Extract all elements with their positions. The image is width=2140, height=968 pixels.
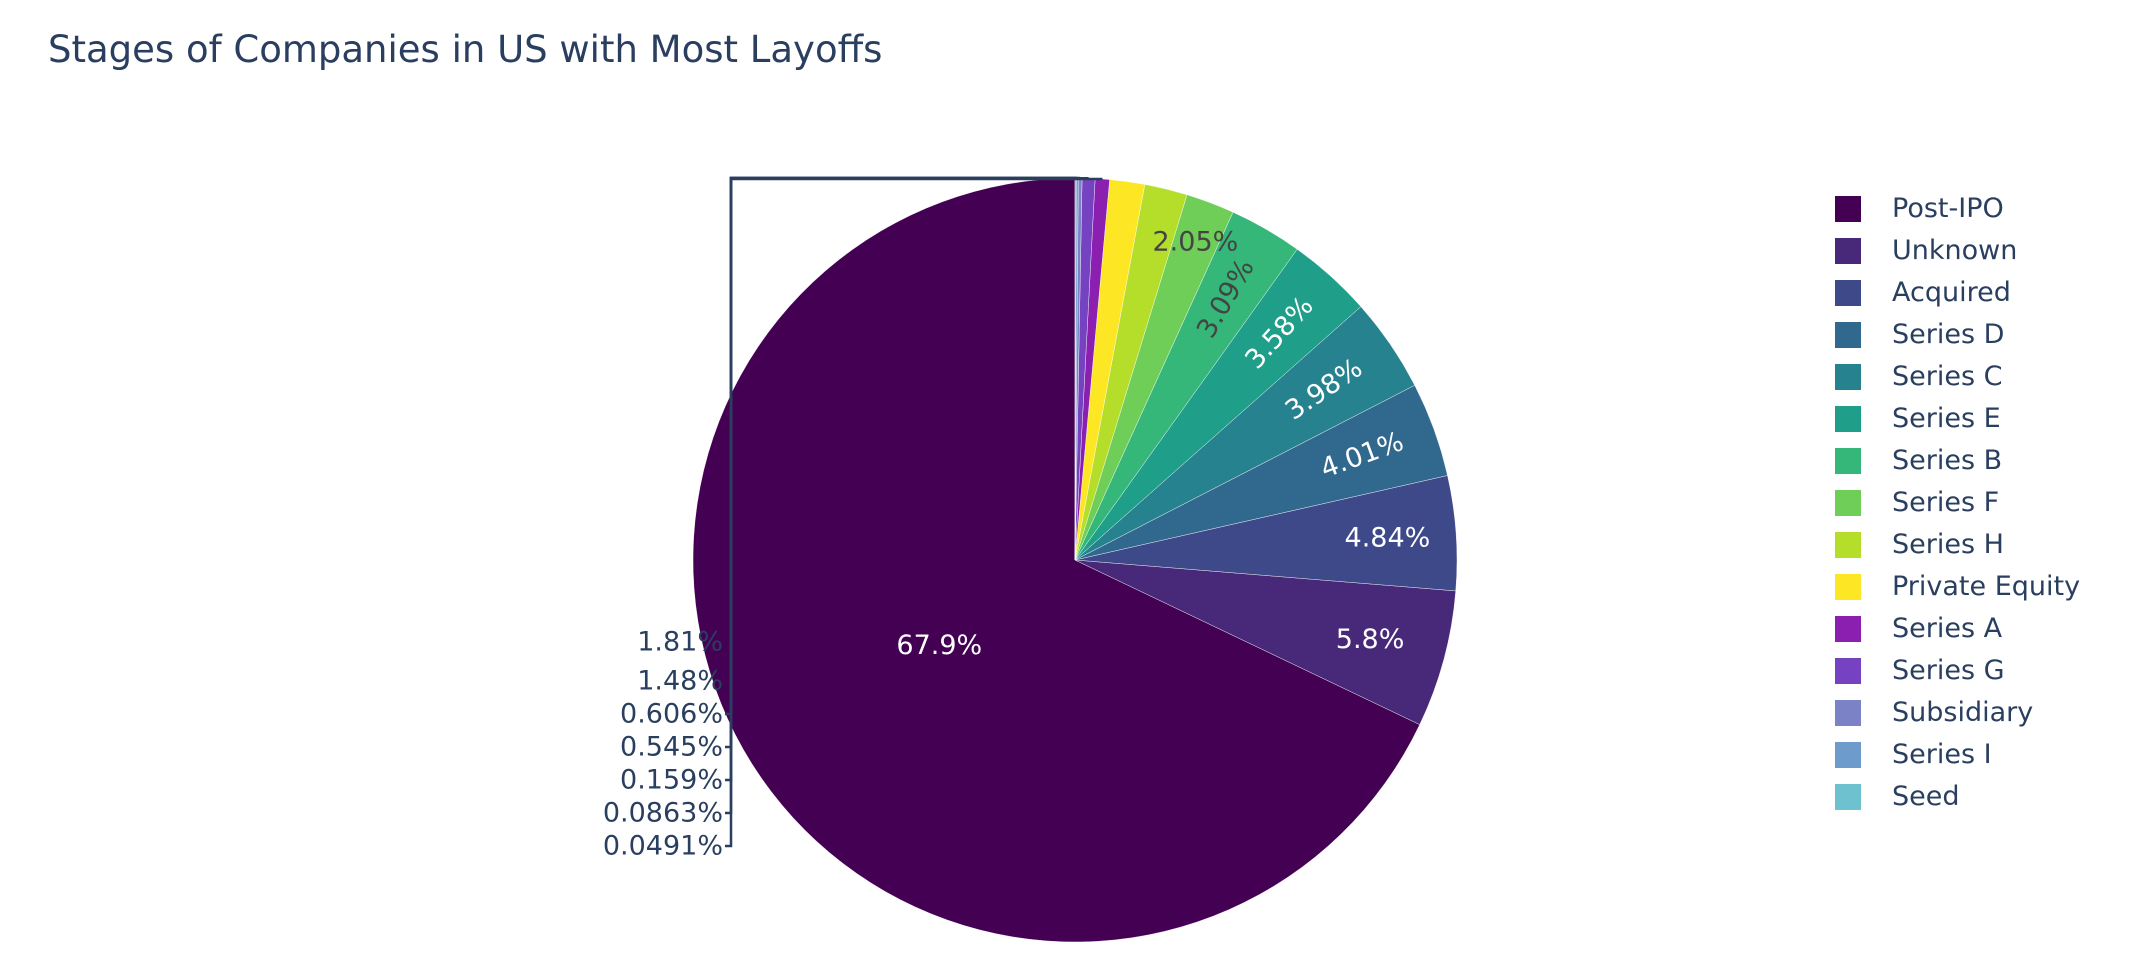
legend-swatch <box>1835 742 1861 768</box>
slice-label-private-equity: 1.48% <box>637 666 723 697</box>
legend-item-subsidiary[interactable]: Subsidiary <box>1835 694 2125 736</box>
legend-item-series-c[interactable]: Series C <box>1835 358 2125 400</box>
slice-label-series-i: 0.0863% <box>603 798 723 829</box>
legend-label: Series A <box>1892 613 2003 644</box>
legend-swatch <box>1835 448 1861 474</box>
legend-item-acquired[interactable]: Acquired <box>1835 274 2125 316</box>
legend-item-series-i[interactable]: Series I <box>1835 736 2125 778</box>
legend-swatch <box>1835 784 1861 810</box>
legend-item-post-ipo[interactable]: Post-IPO <box>1835 190 2125 232</box>
legend-swatch <box>1835 490 1861 516</box>
legend-label: Acquired <box>1892 277 2011 308</box>
legend-label: Post-IPO <box>1892 193 2004 224</box>
slice-post-ipo[interactable] <box>692 177 1420 943</box>
legend-item-series-d[interactable]: Series D <box>1835 316 2125 358</box>
legend-item-series-h[interactable]: Series H <box>1835 526 2125 568</box>
legend-swatch <box>1835 364 1861 390</box>
legend-swatch <box>1835 238 1861 264</box>
legend-label: Subsidiary <box>1892 697 2034 728</box>
legend-swatch <box>1835 406 1861 432</box>
legend-swatch <box>1835 574 1861 600</box>
legend-item-series-e[interactable]: Series E <box>1835 400 2125 442</box>
slice-label-series-f: 2.05% <box>1153 227 1239 258</box>
slice-unknown[interactable] <box>1074 559 1456 725</box>
legend-label: Series G <box>1892 655 2005 686</box>
legend-label: Private Equity <box>1892 571 2081 602</box>
legend-label: Unknown <box>1892 235 2018 266</box>
legend-swatch <box>1835 322 1861 348</box>
legend-label: Seed <box>1892 781 1960 812</box>
legend-item-series-g[interactable]: Series G <box>1835 652 2125 694</box>
leader-line-seed <box>725 176 1076 848</box>
legend-label: Series E <box>1892 403 2001 434</box>
legend-label: Series B <box>1892 445 2003 476</box>
legend-item-private-equity[interactable]: Private Equity <box>1835 568 2125 610</box>
legend-item-series-f[interactable]: Series F <box>1835 484 2125 526</box>
slice-label-series-a: 0.606% <box>620 699 723 730</box>
slice-label-post-ipo: 67.9% <box>896 630 982 661</box>
legend-label: Series D <box>1892 319 2005 350</box>
legend-label: Series C <box>1892 361 2003 392</box>
slice-label-series-h: 1.81% <box>637 627 723 658</box>
slice-label-seed: 0.0491% <box>603 831 723 862</box>
legend-label: Series I <box>1892 739 1992 770</box>
legend-swatch <box>1835 532 1861 558</box>
legend-swatch <box>1835 700 1861 726</box>
legend-item-seed[interactable]: Seed <box>1835 778 2125 820</box>
slice-label-series-g: 0.545% <box>620 732 723 763</box>
slice-label-subsidiary: 0.159% <box>620 765 723 796</box>
legend-item-series-b[interactable]: Series B <box>1835 442 2125 484</box>
legend-item-series-a[interactable]: Series A <box>1835 610 2125 652</box>
legend-label: Series H <box>1892 529 2004 560</box>
slice-label-acquired: 4.84% <box>1345 522 1431 553</box>
legend-swatch <box>1835 658 1861 684</box>
legend: Post-IPO Unknown Acquired Series D Series C S… <box>1835 190 2125 820</box>
legend-swatch <box>1835 196 1861 222</box>
legend-item-unknown[interactable]: Unknown <box>1835 232 2125 274</box>
legend-label: Series F <box>1892 487 2000 518</box>
legend-swatch <box>1835 616 1861 642</box>
legend-swatch <box>1835 280 1861 306</box>
slice-label-unknown: 5.8% <box>1336 624 1405 655</box>
chart-title: Stages of Companies in US with Most Layo… <box>48 28 883 71</box>
